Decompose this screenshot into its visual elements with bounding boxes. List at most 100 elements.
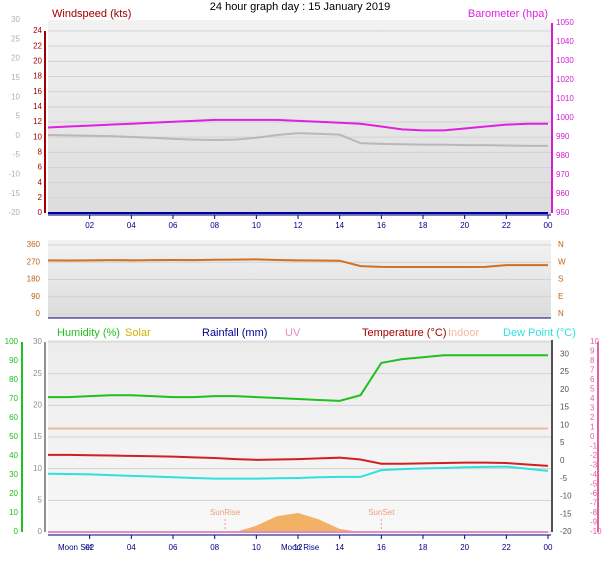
tick-label: W	[558, 257, 566, 266]
tick-label: 20	[11, 54, 20, 63]
tick-label: 1040	[556, 37, 574, 46]
tick-label: -20	[8, 208, 20, 217]
x-tick-label: 22	[502, 543, 511, 552]
tick-label: 20	[33, 56, 42, 65]
tick-label: 5	[38, 495, 43, 504]
tick-label: 6	[590, 375, 595, 384]
tick-label: 9	[590, 347, 595, 356]
tick-label: 10	[9, 508, 18, 517]
tick-label: 0	[36, 309, 41, 318]
x-tick-label: 18	[419, 221, 428, 230]
tick-label: 10	[33, 464, 42, 473]
annotation: Moon Set	[58, 543, 93, 552]
x-tick-label: 20	[460, 221, 469, 230]
tick-label: 1000	[556, 113, 574, 122]
legend-entry: Barometer (hpa)	[468, 8, 548, 20]
x-tick-label: 16	[377, 221, 386, 230]
x-tick-label: 08	[210, 543, 219, 552]
tick-label: 1010	[556, 94, 574, 103]
series-line	[47, 258, 548, 269]
tick-label: 22	[33, 41, 42, 50]
tick-label: 8	[590, 356, 595, 365]
tick-label: 80	[9, 375, 18, 384]
x-tick-label: 16	[377, 543, 386, 552]
legend-entry: UV	[285, 327, 301, 339]
tick-label: 3	[590, 404, 595, 413]
tick-label: 100	[5, 337, 19, 346]
x-tick-label: 00	[544, 221, 553, 230]
tick-label: -20	[560, 527, 572, 536]
tick-label: 12	[33, 117, 42, 126]
tick-label: 1050	[556, 18, 574, 27]
tick-label: 20	[560, 385, 569, 394]
legend-entry: Dew Point (°C)	[503, 327, 576, 339]
x-tick-label: 12	[294, 543, 303, 552]
tick-label: -15	[8, 189, 20, 198]
tick-label: 25	[11, 34, 20, 43]
x-tick-label: 02	[85, 543, 94, 552]
tick-label: 0	[16, 131, 21, 140]
tick-label: N	[558, 309, 564, 318]
tick-label: 24	[33, 26, 42, 35]
series-line	[47, 132, 548, 147]
x-tick-label: 12	[294, 221, 303, 230]
tick-label: 10	[590, 337, 599, 346]
x-tick-label: 00	[544, 543, 553, 552]
legend-entry: Temperature (°C)	[362, 327, 446, 339]
tick-label: N	[558, 240, 564, 249]
x-tick-label: 04	[127, 221, 136, 230]
tick-label: 0	[14, 527, 19, 536]
x-tick-label: 08	[210, 221, 219, 230]
tick-label: 10	[560, 420, 569, 429]
tick-label: -9	[590, 518, 598, 527]
legend-entry: Indoor	[448, 327, 480, 339]
tick-label: 270	[27, 257, 41, 266]
tick-label: -10	[590, 527, 602, 536]
tick-label: 2	[590, 413, 595, 422]
tick-label: 25	[33, 369, 42, 378]
tick-label: 60	[9, 413, 18, 422]
tick-label: 15	[560, 403, 569, 412]
tick-label: 0	[590, 432, 595, 441]
tick-label: 70	[9, 394, 18, 403]
tick-label: 30	[9, 470, 18, 479]
tick-label: -5	[560, 474, 568, 483]
legend-entry: Humidity (%)	[57, 327, 120, 339]
x-tick-label: 18	[419, 543, 428, 552]
tick-label: 1020	[556, 75, 574, 84]
tick-label: 40	[9, 451, 18, 460]
tick-label: 30	[33, 337, 42, 346]
tick-label: 990	[556, 132, 570, 141]
tick-label: -6	[590, 489, 598, 498]
tick-label: 1030	[556, 56, 574, 65]
series-line	[47, 118, 548, 132]
tick-label: -4	[590, 470, 598, 479]
tick-label: 5	[16, 112, 21, 121]
tick-label: 20	[33, 400, 42, 409]
tick-label: 6	[38, 163, 43, 172]
tick-label: 50	[9, 432, 18, 441]
tick-label: 1	[590, 423, 595, 432]
tick-label: -8	[590, 508, 598, 517]
tick-label: 16	[33, 87, 42, 96]
tick-label: 960	[556, 189, 570, 198]
tick-label: 980	[556, 151, 570, 160]
tick-label: 15	[33, 432, 42, 441]
tick-label: 5	[560, 438, 565, 447]
tick-label: E	[558, 292, 563, 301]
series-line	[48, 453, 549, 467]
x-tick-label: 22	[502, 221, 511, 230]
x-tick-label: 10	[252, 543, 261, 552]
tick-label: 20	[9, 489, 18, 498]
legend-entry: Solar	[125, 327, 151, 339]
x-tick-label: 06	[169, 543, 178, 552]
tick-label: 4	[590, 394, 595, 403]
tick-label: 30	[11, 15, 20, 24]
tick-label: 14	[33, 102, 42, 111]
legend-entry: Windspeed (kts)	[52, 8, 131, 20]
plot-background	[48, 20, 551, 215]
x-tick-label: 06	[169, 221, 178, 230]
x-tick-label: 14	[335, 221, 344, 230]
tick-label: 2	[38, 193, 43, 202]
tick-label: 10	[11, 92, 20, 101]
